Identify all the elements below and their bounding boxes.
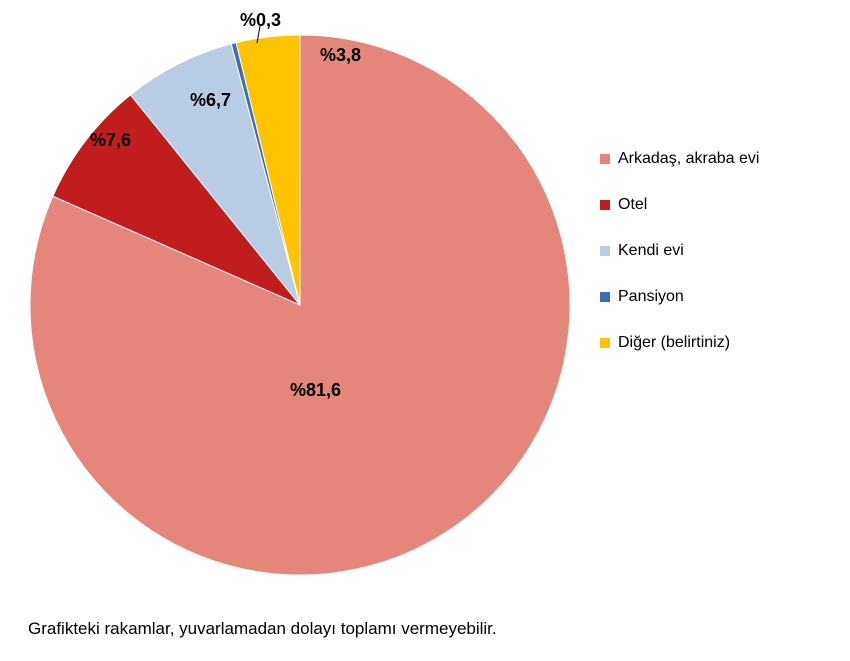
legend-label: Otel — [618, 196, 647, 214]
chart-container: %81,6 %7,6 %6,7 %0,3 %3,8 Arkadaş, akrab… — [0, 0, 850, 661]
legend: Arkadaş, akraba evi Otel Kendi evi Pansi… — [600, 150, 759, 380]
legend-label: Kendi evi — [618, 242, 684, 260]
pie-svg — [20, 10, 580, 590]
slice-label-pansiyon: %0,3 — [240, 10, 281, 31]
legend-label: Diğer (belirtiniz) — [618, 334, 730, 352]
legend-swatch — [600, 246, 610, 256]
legend-item-arkadas: Arkadaş, akraba evi — [600, 150, 759, 168]
footnote: Grafikteki rakamlar, yuvarlamadan dolayı… — [28, 619, 497, 639]
pie-chart: %81,6 %7,6 %6,7 %0,3 %3,8 — [20, 10, 580, 590]
slice-label-diger: %3,8 — [320, 45, 361, 66]
slice-label-kendievi: %6,7 — [190, 90, 231, 111]
slice-label-arkadas: %81,6 — [290, 380, 341, 401]
legend-item-pansiyon: Pansiyon — [600, 288, 759, 306]
slice-label-otel: %7,6 — [90, 130, 131, 151]
legend-item-otel: Otel — [600, 196, 759, 214]
legend-label: Arkadaş, akraba evi — [618, 150, 759, 168]
legend-swatch — [600, 338, 610, 348]
legend-swatch — [600, 292, 610, 302]
legend-swatch — [600, 200, 610, 210]
legend-item-diger: Diğer (belirtiniz) — [600, 334, 759, 352]
legend-item-kendievi: Kendi evi — [600, 242, 759, 260]
legend-label: Pansiyon — [618, 288, 684, 306]
legend-swatch — [600, 154, 610, 164]
